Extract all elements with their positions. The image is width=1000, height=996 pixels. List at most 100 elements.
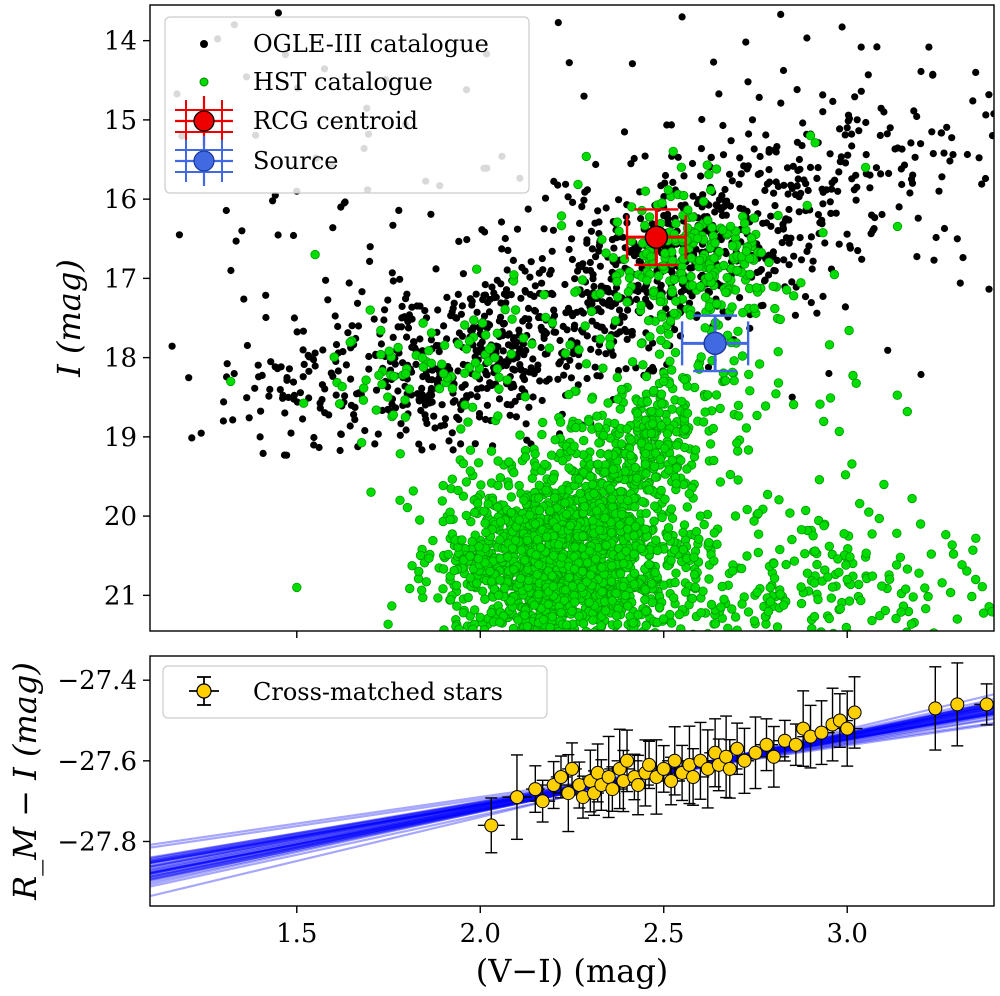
hst-star-point bbox=[556, 211, 567, 221]
hst-star-point bbox=[618, 581, 629, 592]
ogle-star-point bbox=[917, 370, 925, 379]
hst-star-point bbox=[615, 520, 625, 530]
ogle-star-point bbox=[761, 186, 769, 194]
ogle-star-point bbox=[334, 322, 342, 331]
hst-star-point bbox=[655, 454, 666, 465]
hst-star-point bbox=[608, 464, 618, 474]
hst-star-point bbox=[844, 325, 854, 336]
hst-star-point bbox=[506, 596, 516, 606]
hst-star-point bbox=[649, 385, 659, 396]
ogle-star-point bbox=[341, 198, 349, 206]
hst-star-point bbox=[741, 246, 752, 256]
hst-star-point bbox=[447, 383, 458, 394]
hst-star-point bbox=[470, 358, 481, 368]
hst-star-point bbox=[732, 625, 742, 631]
ogle-star-point bbox=[870, 225, 878, 233]
ogle-star-point bbox=[866, 184, 874, 192]
ogle-star-point bbox=[715, 90, 723, 98]
ogle-star-point bbox=[900, 161, 909, 169]
hst-star-point bbox=[417, 585, 427, 595]
hst-star-point bbox=[534, 505, 545, 516]
hst-star-point bbox=[847, 459, 857, 469]
ogle-star-point bbox=[846, 244, 855, 252]
hst-star-point bbox=[588, 615, 598, 625]
hst-star-point bbox=[714, 247, 725, 257]
ogle-star-point bbox=[760, 277, 769, 285]
hst-star-point bbox=[593, 422, 604, 432]
hst-star-point bbox=[805, 130, 816, 141]
hst-star-point bbox=[749, 516, 759, 526]
ogle-star-point bbox=[422, 372, 431, 380]
hst-star-point bbox=[659, 443, 670, 454]
ogle-star-point bbox=[645, 301, 653, 309]
ogle-star-point bbox=[440, 322, 448, 330]
ogle-star-point bbox=[748, 116, 757, 124]
legend-rcg-label: RCG centroid bbox=[253, 107, 418, 135]
hst-star-point bbox=[464, 336, 475, 346]
top-x-ticks bbox=[296, 631, 848, 638]
hst-star-point bbox=[573, 179, 583, 190]
ogle-star-point bbox=[556, 336, 564, 345]
ogle-star-point bbox=[603, 287, 611, 295]
ogle-star-point bbox=[988, 132, 994, 140]
ogle-star-point bbox=[819, 292, 827, 300]
ogle-star-point bbox=[813, 174, 821, 182]
hst-star-point bbox=[682, 408, 693, 418]
hst-star-point bbox=[874, 513, 885, 524]
hst-star-point bbox=[465, 573, 476, 583]
hst-star-point bbox=[945, 587, 956, 598]
ogle-star-point bbox=[324, 296, 332, 304]
ogle-star-point bbox=[463, 236, 471, 244]
ogle-star-point bbox=[895, 203, 903, 211]
hst-star-point bbox=[530, 519, 541, 529]
ogle-star-point bbox=[454, 367, 462, 375]
ogle-star-point bbox=[391, 360, 399, 368]
ogle-star-point bbox=[251, 384, 259, 392]
ogle-star-point bbox=[735, 180, 743, 188]
hst-star-point bbox=[708, 423, 719, 434]
hst-star-point bbox=[753, 547, 764, 558]
ogle-star-point bbox=[885, 169, 893, 177]
hst-star-point bbox=[393, 342, 403, 353]
ogle-star-point bbox=[473, 393, 481, 401]
ogle-star-point bbox=[765, 166, 773, 174]
hst-star-point bbox=[610, 633, 619, 642]
hst-star-point bbox=[547, 318, 558, 328]
hst-star-point bbox=[551, 630, 557, 631]
hst-star-point bbox=[734, 411, 744, 421]
ogle-star-point bbox=[486, 321, 494, 329]
hst-star-point bbox=[987, 607, 994, 617]
hst-star-point bbox=[407, 561, 417, 571]
ogle-star-point bbox=[310, 433, 318, 442]
ogle-star-point bbox=[777, 10, 785, 18]
ogle-star-point bbox=[851, 93, 859, 101]
hst-star-point bbox=[692, 233, 703, 244]
hst-star-point bbox=[642, 275, 652, 286]
ogle-star-point bbox=[329, 372, 337, 380]
x-axis-title: (V−I) (mag) bbox=[476, 952, 669, 990]
hst-star-point bbox=[525, 637, 534, 646]
hst-star-point bbox=[515, 430, 525, 440]
bottom-x-tick-label: 2.5 bbox=[643, 919, 684, 949]
ogle-star-point bbox=[554, 19, 562, 27]
hst-star-point bbox=[374, 370, 384, 381]
bottom-legend-box bbox=[162, 665, 548, 719]
hst-star-point bbox=[465, 445, 476, 455]
ogle-star-point bbox=[285, 365, 293, 373]
hst-star-point bbox=[902, 406, 913, 417]
hst-star-point bbox=[533, 493, 544, 503]
ogle-star-point bbox=[311, 349, 319, 357]
hst-star-point bbox=[622, 424, 632, 434]
hst-star-point bbox=[667, 513, 678, 524]
ogle-star-point bbox=[985, 91, 993, 99]
hst-star-point bbox=[845, 637, 854, 646]
hst-star-point bbox=[744, 369, 754, 380]
ogle-star-point bbox=[372, 386, 381, 394]
ogle-star-point bbox=[418, 446, 426, 454]
hst-star-point bbox=[480, 518, 490, 528]
ogle-star-point bbox=[488, 283, 496, 291]
hst-star-point bbox=[523, 635, 532, 644]
hst-star-point bbox=[468, 624, 478, 631]
hst-star-point bbox=[485, 566, 495, 577]
hst-star-point bbox=[752, 587, 762, 598]
